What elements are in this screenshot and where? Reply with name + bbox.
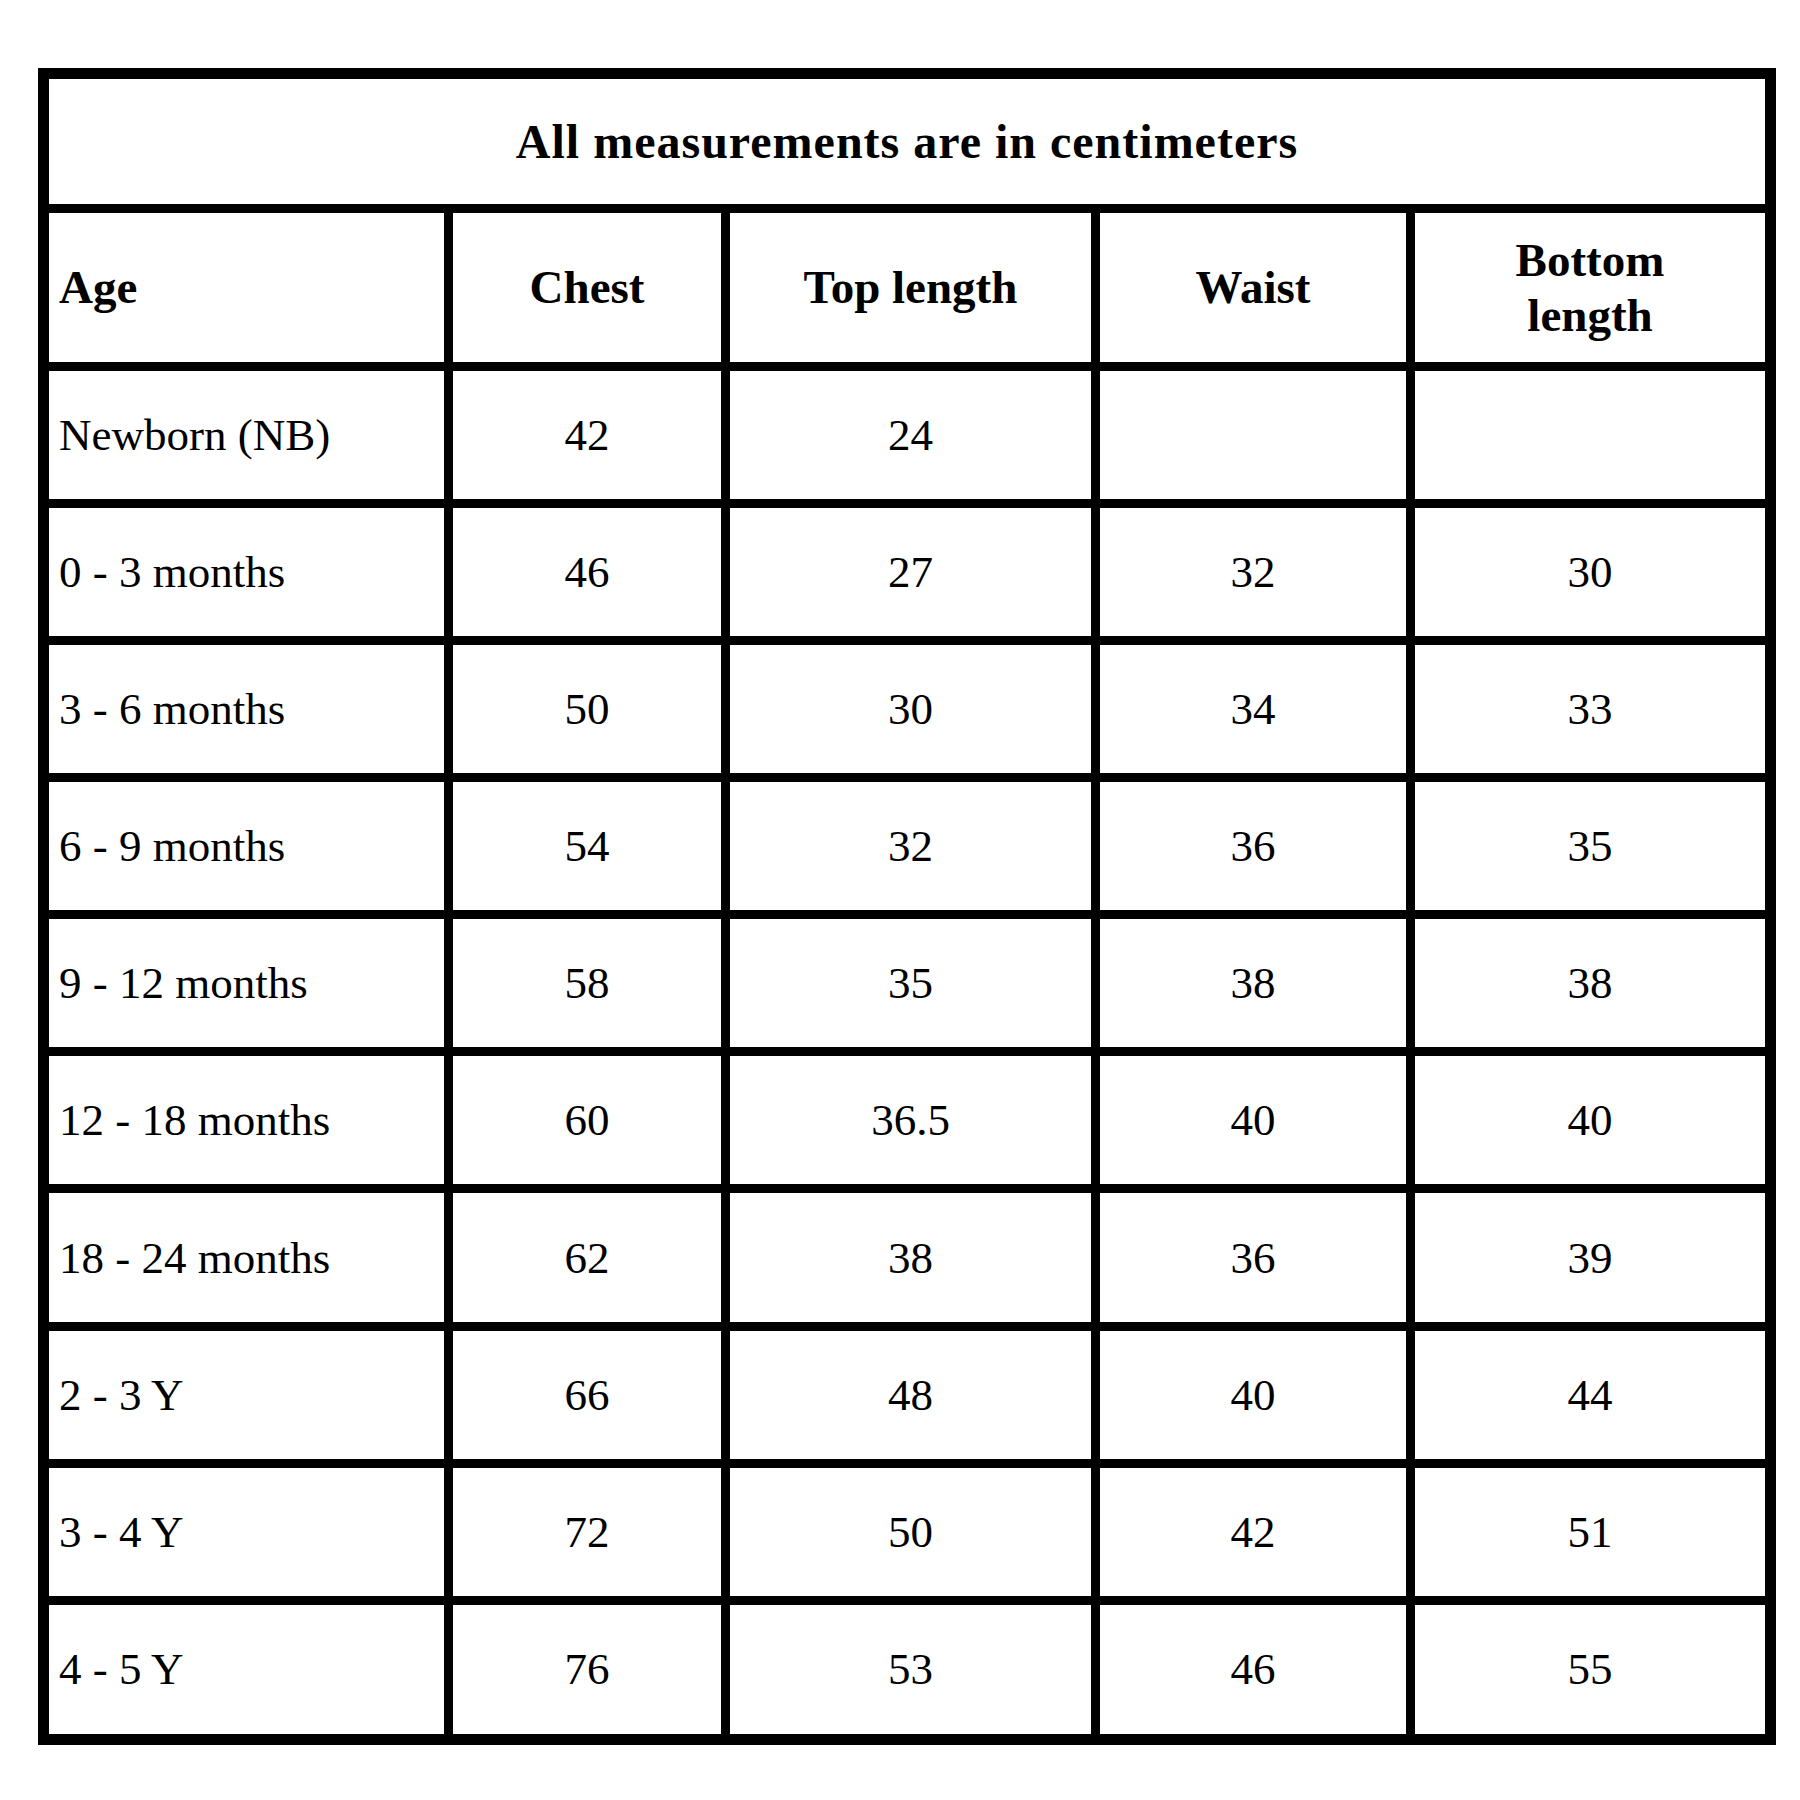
value-cell: 40 (1411, 1052, 1771, 1189)
value-cell: 50 (726, 1463, 1096, 1600)
value-cell (1411, 367, 1771, 504)
table-title: All measurements are in centimeters (44, 74, 1771, 209)
table-row: 3 - 6 months50303433 (44, 641, 1771, 778)
value-cell: 40 (1096, 1052, 1411, 1189)
age-cell: 2 - 3 Y (44, 1326, 449, 1463)
value-cell: 30 (726, 641, 1096, 778)
size-chart-table: All measurements are in centimeters AgeC… (38, 68, 1776, 1745)
table-header-row: AgeChestTop lengthWaistBottom length (44, 209, 1771, 367)
value-cell: 42 (449, 367, 726, 504)
value-cell: 34 (1096, 641, 1411, 778)
value-cell: 38 (726, 1189, 1096, 1326)
value-cell: 66 (449, 1326, 726, 1463)
age-cell: 3 - 4 Y (44, 1463, 449, 1600)
value-cell: 58 (449, 915, 726, 1052)
value-cell: 55 (1411, 1600, 1771, 1739)
value-cell: 32 (726, 778, 1096, 915)
value-cell: 42 (1096, 1463, 1411, 1600)
value-cell: 38 (1096, 915, 1411, 1052)
value-cell: 38 (1411, 915, 1771, 1052)
age-cell: 0 - 3 months (44, 504, 449, 641)
column-header-age: Age (44, 209, 449, 367)
age-cell: 12 - 18 months (44, 1052, 449, 1189)
table-row: 4 - 5 Y76534655 (44, 1600, 1771, 1739)
value-cell: 39 (1411, 1189, 1771, 1326)
value-cell: 36.5 (726, 1052, 1096, 1189)
value-cell: 32 (1096, 504, 1411, 641)
value-cell: 36 (1096, 1189, 1411, 1326)
value-cell: 24 (726, 367, 1096, 504)
table-row: 2 - 3 Y66484044 (44, 1326, 1771, 1463)
value-cell: 48 (726, 1326, 1096, 1463)
value-cell: 30 (1411, 504, 1771, 641)
table-row: 9 - 12 months58353838 (44, 915, 1771, 1052)
age-cell: 3 - 6 months (44, 641, 449, 778)
value-cell: 36 (1096, 778, 1411, 915)
table-row: 6 - 9 months54323635 (44, 778, 1771, 915)
value-cell: 46 (449, 504, 726, 641)
column-header-top-length: Top length (726, 209, 1096, 367)
table-row: 18 - 24 months62383639 (44, 1189, 1771, 1326)
value-cell: 62 (449, 1189, 726, 1326)
value-cell: 44 (1411, 1326, 1771, 1463)
column-header-waist: Waist (1096, 209, 1411, 367)
value-cell: 60 (449, 1052, 726, 1189)
value-cell: 72 (449, 1463, 726, 1600)
value-cell: 27 (726, 504, 1096, 641)
column-header-bottom-length: Bottom length (1411, 209, 1771, 367)
value-cell: 53 (726, 1600, 1096, 1739)
value-cell: 40 (1096, 1326, 1411, 1463)
value-cell: 35 (726, 915, 1096, 1052)
value-cell: 51 (1411, 1463, 1771, 1600)
table-row: 12 - 18 months6036.54040 (44, 1052, 1771, 1189)
value-cell: 33 (1411, 641, 1771, 778)
value-cell: 46 (1096, 1600, 1411, 1739)
table-row: 0 - 3 months46273230 (44, 504, 1771, 641)
value-cell (1096, 367, 1411, 504)
value-cell: 35 (1411, 778, 1771, 915)
value-cell: 50 (449, 641, 726, 778)
value-cell: 54 (449, 778, 726, 915)
table-row: 3 - 4 Y72504251 (44, 1463, 1771, 1600)
table-row: Newborn (NB)4224 (44, 367, 1771, 504)
age-cell: 6 - 9 months (44, 778, 449, 915)
age-cell: 9 - 12 months (44, 915, 449, 1052)
column-header-chest: Chest (449, 209, 726, 367)
age-cell: Newborn (NB) (44, 367, 449, 504)
age-cell: 4 - 5 Y (44, 1600, 449, 1739)
table-title-row: All measurements are in centimeters (44, 74, 1771, 209)
value-cell: 76 (449, 1600, 726, 1739)
age-cell: 18 - 24 months (44, 1189, 449, 1326)
